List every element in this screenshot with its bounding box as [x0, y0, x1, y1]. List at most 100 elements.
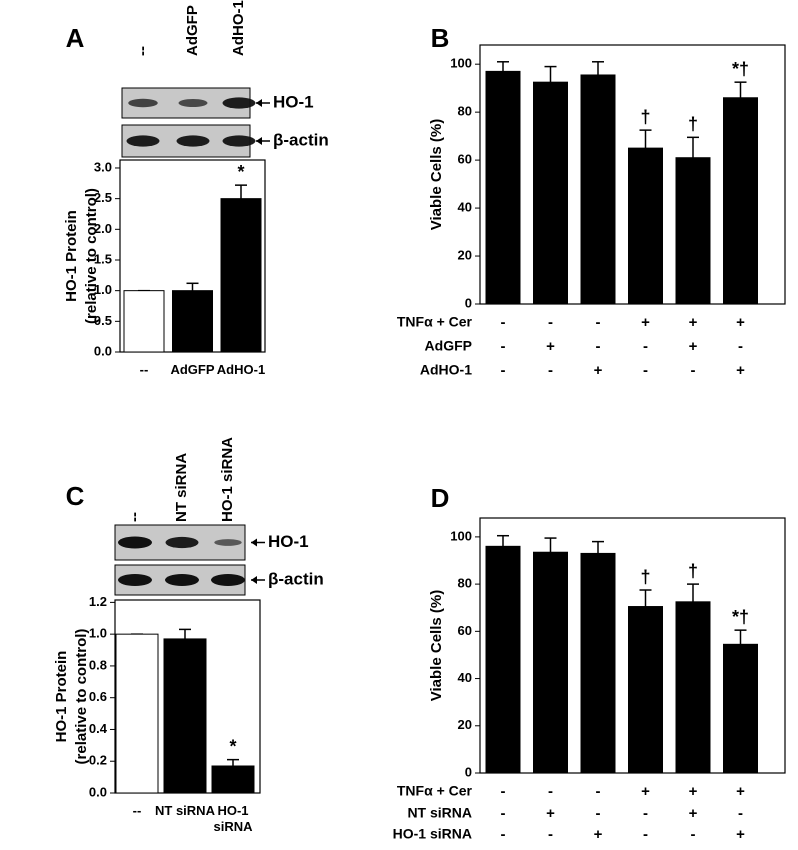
treatment-mark: -: [548, 314, 553, 331]
bar: [220, 198, 262, 353]
treatment-mark: +: [689, 314, 698, 331]
treatment-mark: +: [689, 338, 698, 355]
y-tick-label: 1.0: [94, 282, 112, 297]
lane-label: NT siRNA: [173, 453, 190, 522]
blot-band: [128, 98, 158, 108]
treatment-mark: -: [643, 826, 648, 843]
x-tick-label: NT siRNA: [155, 803, 215, 818]
treatment-mark: -: [691, 362, 696, 379]
y-axis-label: (relative to control): [73, 629, 90, 765]
y-tick-label: 0.5: [94, 313, 112, 328]
arrow-head: [251, 576, 257, 584]
lane-label: --: [134, 46, 151, 56]
y-tick-label: 80: [458, 104, 472, 119]
treatment-label: AdHO-1: [420, 362, 472, 378]
treatment-label: TNFα + Cer: [397, 783, 473, 799]
treatment-label: AdGFP: [425, 338, 472, 354]
blot-band: [176, 135, 210, 147]
panel-letter: D: [431, 483, 450, 513]
bar: [485, 545, 521, 774]
bar: [580, 74, 616, 305]
treatment-mark: -: [501, 362, 506, 379]
y-tick-label: 20: [458, 247, 472, 262]
treatment-mark: -: [501, 314, 506, 331]
y-tick-label: 0.4: [89, 721, 108, 736]
arrow-head: [256, 137, 262, 145]
treatment-mark: -: [643, 338, 648, 355]
treatment-mark: +: [546, 338, 555, 355]
treatment-mark: +: [594, 362, 603, 379]
bar: [628, 606, 663, 774]
y-axis-label: Viable Cells (%): [428, 119, 445, 230]
treatment-mark: +: [736, 783, 745, 800]
y-axis-label: HO-1 Protein: [63, 210, 80, 302]
blot-band: [178, 99, 208, 107]
treatment-mark: -: [596, 314, 601, 331]
treatment-mark: -: [548, 362, 553, 379]
y-tick-label: 2.5: [94, 190, 112, 205]
treatment-mark: -: [596, 338, 601, 355]
annotation: †: [640, 567, 650, 587]
x-tick-label: --: [132, 803, 142, 818]
treatment-mark: -: [501, 338, 506, 355]
blot-band: [211, 574, 245, 586]
treatment-mark: +: [736, 826, 745, 843]
blot-label: HO-1: [273, 92, 314, 111]
blot-band: [118, 536, 152, 549]
y-tick-label: 40: [458, 200, 472, 215]
treatment-mark: -: [501, 826, 506, 843]
y-tick-label: 0.0: [94, 343, 112, 358]
treatment-label: TNFα + Cer: [397, 314, 473, 330]
annotation: †: [688, 561, 698, 581]
y-tick-label: 80: [458, 576, 472, 591]
treatment-mark: +: [689, 783, 698, 800]
arrow-head: [256, 99, 262, 107]
blot-band: [165, 574, 199, 586]
blot-band: [222, 135, 256, 147]
bar: [211, 765, 255, 794]
treatment-mark: -: [738, 338, 743, 355]
treatment-mark: -: [643, 805, 648, 822]
treatment-mark: -: [548, 826, 553, 843]
y-axis-label: (relative to control): [83, 188, 100, 324]
y-tick-label: 1.2: [89, 594, 107, 609]
y-axis-label: Viable Cells (%): [428, 590, 445, 701]
bar: [723, 97, 758, 305]
annotation: *: [237, 162, 244, 182]
y-tick-label: 100: [450, 56, 472, 71]
treatment-label: HO-1 siRNA: [393, 826, 472, 842]
y-tick-label: 60: [458, 623, 472, 638]
y-tick-label: 1.0: [89, 626, 107, 641]
panel-letter: B: [431, 23, 450, 53]
bar: [172, 290, 213, 353]
bar: [628, 147, 663, 305]
treatment-label: NT siRNA: [407, 805, 472, 821]
y-tick-label: 2.0: [94, 221, 112, 236]
bar: [675, 157, 711, 305]
blot-band: [126, 135, 160, 147]
y-tick-label: 0.8: [89, 657, 107, 672]
annotation: *†: [732, 607, 749, 627]
x-tick-label: AdGFP: [170, 362, 215, 377]
treatment-mark: -: [738, 805, 743, 822]
treatment-mark: -: [596, 783, 601, 800]
bar: [675, 601, 711, 774]
bar: [485, 70, 521, 305]
blot-band: [222, 97, 256, 109]
bar: [115, 633, 159, 794]
treatment-mark: +: [736, 362, 745, 379]
y-tick-label: 3.0: [94, 159, 112, 174]
treatment-mark: -: [596, 805, 601, 822]
bar: [580, 552, 616, 774]
treatment-mark: +: [594, 826, 603, 843]
treatment-mark: -: [548, 783, 553, 800]
y-tick-label: 1.5: [94, 251, 112, 266]
panel-letter: A: [66, 23, 85, 53]
treatment-mark: +: [546, 805, 555, 822]
y-tick-label: 100: [450, 528, 472, 543]
annotation: *: [229, 736, 236, 756]
x-tick-label: AdHO-1: [216, 362, 266, 377]
bar: [533, 81, 568, 305]
y-tick-label: 0.0: [89, 784, 107, 799]
